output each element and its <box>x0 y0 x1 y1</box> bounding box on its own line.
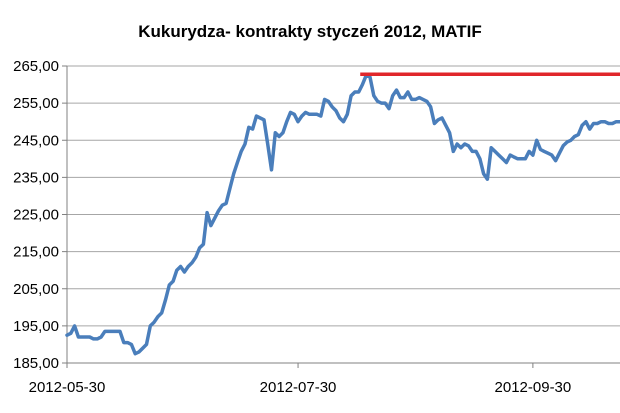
y-tick-label: 245,00 <box>13 132 59 149</box>
gridlines <box>67 65 620 364</box>
series-line <box>65 73 620 356</box>
y-tick-label: 195,00 <box>13 318 59 335</box>
series-layer <box>65 73 620 356</box>
y-tick-label: 255,00 <box>13 95 59 112</box>
y-axis-tick-labels: 185,00 195,00 205,00 215,00 225,00 235,00 245,… <box>13 58 59 372</box>
axes <box>62 65 620 368</box>
x-tick-label: 2012-09-30 <box>495 379 572 396</box>
x-tick-label: 2012-05-30 <box>29 379 106 396</box>
x-axis-tick-labels: 2012-05-30 2012-07-30 2012-09-30 <box>29 379 572 396</box>
x-tick-label: 2012-07-30 <box>260 379 337 396</box>
y-tick-label: 265,00 <box>13 58 59 75</box>
y-tick-label: 225,00 <box>13 207 59 224</box>
y-tick-label: 235,00 <box>13 169 59 186</box>
y-tick-label: 215,00 <box>13 244 59 261</box>
y-tick-label: 205,00 <box>13 281 59 298</box>
y-tick-label: 185,00 <box>13 355 59 372</box>
chart-title: Kukurydza- kontrakty styczeń 2012, MATIF <box>138 22 482 41</box>
